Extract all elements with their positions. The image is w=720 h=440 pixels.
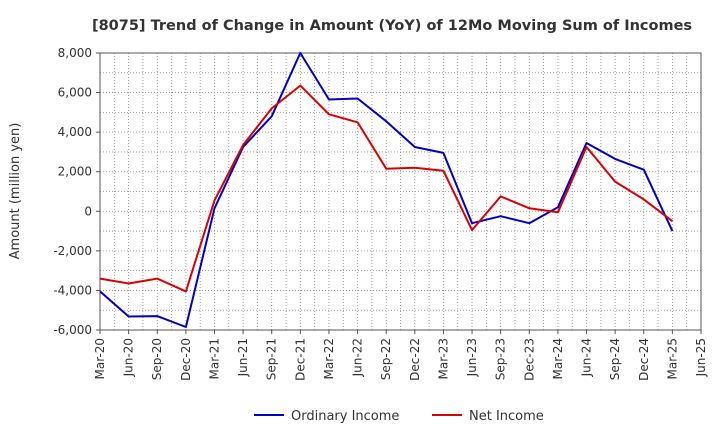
x-tick-label: Mar-20: [93, 338, 107, 379]
y-tick-label: 4,000: [58, 125, 92, 139]
series-line-net-income: [99, 84, 674, 293]
x-tick-label: Jun-22: [351, 338, 365, 377]
legend: Ordinary Income Net Income: [254, 409, 544, 424]
chart-title: [8075] Trend of Change in Amount (YoY) o…: [92, 18, 692, 34]
series-line-ordinary-income: [99, 52, 674, 328]
y-tick-label: 8,000: [58, 46, 92, 60]
x-tick-label: Mar-25: [665, 338, 679, 379]
x-tick-label: Jun-24: [580, 338, 594, 377]
x-tick-label: Jun-21: [236, 338, 250, 377]
y-tick-label: -4,000: [53, 283, 92, 297]
x-tick-label: Jun-20: [122, 338, 136, 377]
plot-border: [99, 52, 702, 331]
x-tick-label: Mar-23: [436, 338, 450, 379]
legend-label: Net Income: [469, 409, 544, 424]
x-tick-label: Sep-20: [150, 338, 164, 380]
x-tick-label: Dec-23: [522, 338, 536, 381]
x-tick-label: Mar-24: [551, 338, 565, 379]
x-tick-label: Mar-22: [322, 338, 336, 379]
x-tick-label: Sep-22: [379, 338, 393, 380]
x-tick-label: Dec-21: [293, 338, 307, 381]
x-tick-label: Mar-21: [207, 338, 221, 379]
x-tick-label: Sep-21: [265, 338, 279, 380]
y-tick-label: -6,000: [53, 323, 92, 337]
x-tick-label: Jun-23: [465, 338, 479, 377]
plot-area: -6,000 -4,000 -2,000 0 2,000 4,000 6,000 8,000 M…: [53, 46, 708, 381]
x-tick-label: Jun-25: [694, 338, 708, 377]
y-tick-label: 2,000: [58, 165, 92, 179]
x-tick-label: Dec-24: [637, 338, 651, 381]
y-tick-label: 6,000: [58, 86, 92, 100]
x-tick-label: Dec-20: [179, 338, 193, 381]
y-tick-label: 0: [84, 204, 92, 218]
y-tick-label: -2,000: [53, 244, 92, 258]
x-tick-label: Dec-22: [408, 338, 422, 381]
x-tick-label: Sep-24: [608, 338, 622, 380]
legend-label: Ordinary Income: [291, 409, 399, 424]
x-tick-label: Sep-23: [494, 338, 508, 380]
y-axis-label: Amount (million yen): [8, 123, 23, 260]
